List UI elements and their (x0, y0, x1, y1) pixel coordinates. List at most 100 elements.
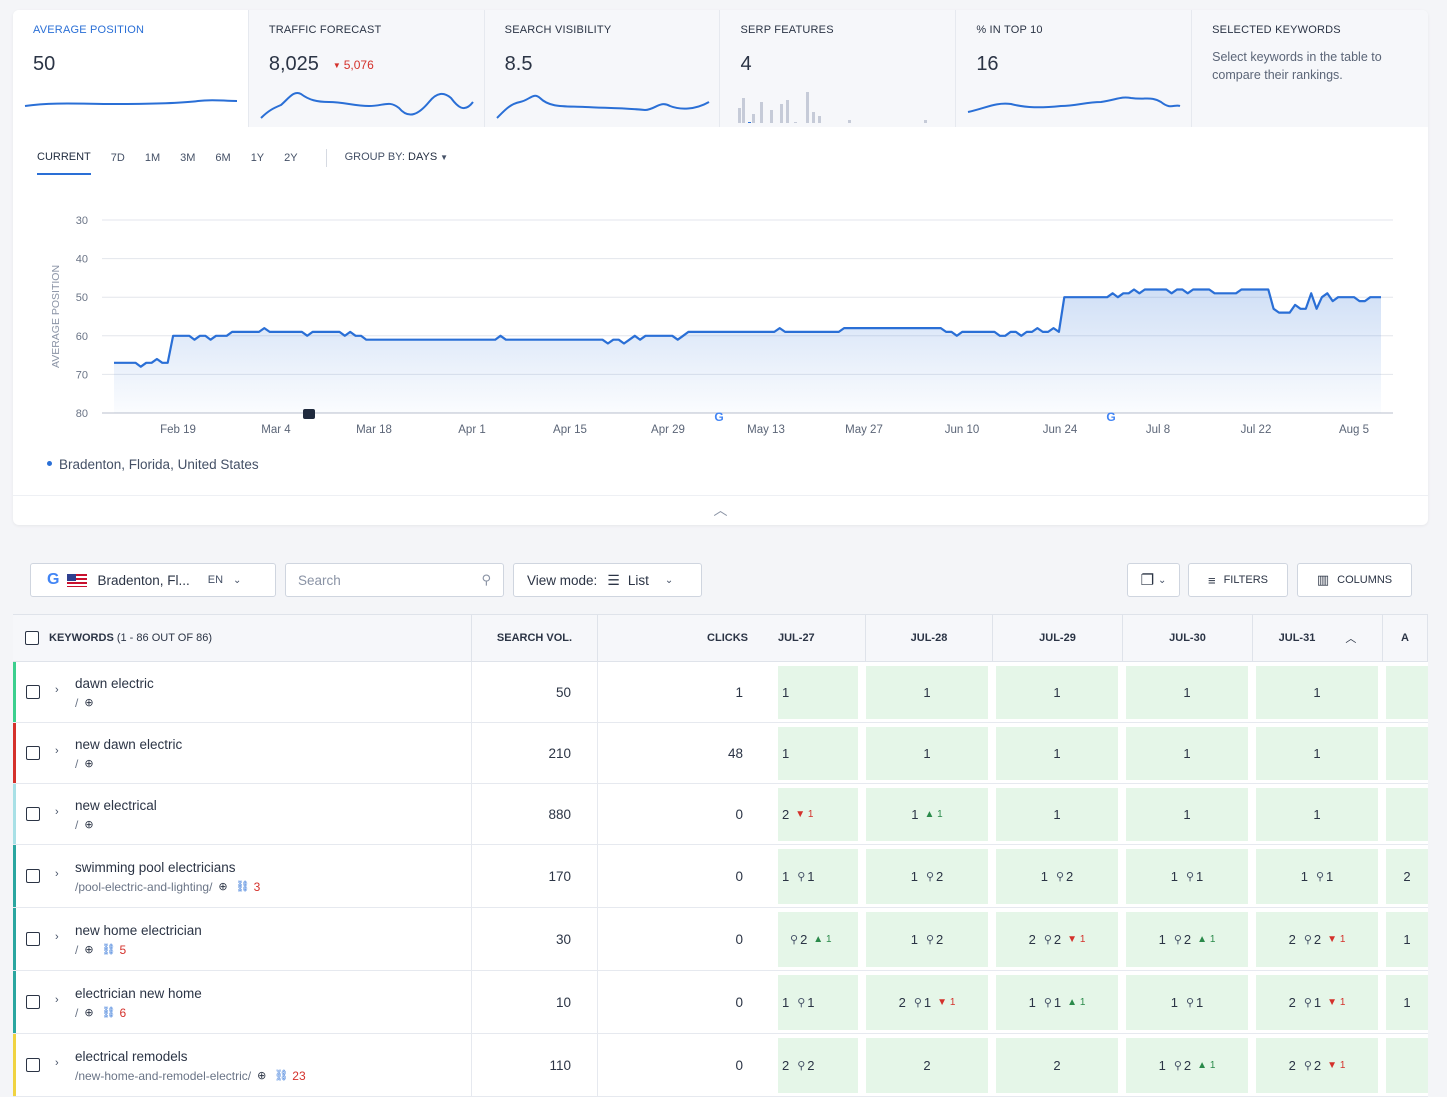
position-cell[interactable]: 1 (1386, 912, 1428, 967)
position-cell[interactable]: 2 ⚲ 2 (778, 1038, 858, 1093)
copy-button[interactable]: ❐ ⌄ (1127, 563, 1180, 597)
expand-chevron-icon[interactable]: › (55, 745, 59, 757)
view-mode-dropdown[interactable]: View mode: ☰ List ⌄ (513, 563, 702, 597)
zoom-icon[interactable]: ⊕ (84, 758, 94, 770)
position-cell[interactable] (1386, 666, 1428, 719)
table-row[interactable]: › electrical remodels/new-home-and-remode… (13, 1034, 1428, 1097)
row-checkbox[interactable] (26, 932, 40, 946)
url-text[interactable]: / (75, 817, 79, 832)
day-column-header[interactable]: JUL-28 (866, 615, 993, 661)
position-cell[interactable]: 1 (1386, 975, 1428, 1030)
position-cell[interactable] (1386, 1038, 1428, 1093)
keyword-name[interactable]: new electrical (75, 797, 157, 813)
range-current[interactable]: CURRENT (37, 151, 91, 175)
day-column-header[interactable]: A (1383, 615, 1428, 661)
range-6m[interactable]: 6M (215, 152, 231, 164)
day-column-header[interactable]: JUL-30 (1123, 615, 1253, 661)
range-2y[interactable]: 2Y (284, 152, 298, 164)
expand-chevron-icon[interactable]: › (55, 868, 59, 880)
table-row[interactable]: › new dawn electric / ⊕ 210 48 1 1 1 1 1 (13, 723, 1428, 784)
position-cell[interactable]: 1 (1126, 666, 1248, 719)
keyword-name[interactable]: electrical remodels (75, 1048, 188, 1064)
expand-chevron-icon[interactable]: › (55, 1057, 59, 1069)
table-row[interactable]: › new home electrician / ⊕ ⛓ 5 30 0 ⚲ 2 ▲ 1 1 ⚲ 2 2 ⚲ 2 ▼… (13, 908, 1428, 971)
search-volume-header[interactable]: SEARCH VOL. (472, 615, 598, 661)
day-column-header[interactable]: JUL-31 ︿ (1253, 615, 1383, 661)
metric-traffic-forecast[interactable]: TRAFFIC FORECAST 8,025 5,076 (248, 10, 485, 127)
position-cell[interactable]: 1 ⚲ 1 (1256, 849, 1378, 904)
position-cell[interactable]: 1 (1126, 788, 1248, 841)
position-cell[interactable]: 1 (996, 788, 1118, 841)
url-text[interactable]: /new-home-and-remodel-electric/ (75, 1068, 252, 1083)
position-cell[interactable]: 1 ⚲ 1 (1126, 975, 1248, 1030)
position-cell[interactable]: 1 (1256, 788, 1378, 841)
position-cell[interactable]: 1 ⚲ 1 (778, 849, 858, 904)
clicks-header[interactable]: CLICKS (707, 632, 748, 644)
position-cell[interactable]: 2 (866, 1038, 988, 1093)
table-row[interactable]: › dawn electric / ⊕ 50 1 1 1 1 1 1 (13, 662, 1428, 723)
range-1m[interactable]: 1M (144, 152, 161, 164)
zoom-icon[interactable]: ⊕ (84, 819, 94, 831)
group-by-dropdown[interactable]: GROUP BY: DAYS ▼ (345, 151, 448, 163)
position-cell[interactable]: 1 (778, 666, 858, 719)
position-cell[interactable]: 1 (996, 727, 1118, 780)
metric-serp-features[interactable]: SERP FEATURES 4 (720, 10, 957, 127)
expand-chevron-icon[interactable]: › (55, 684, 59, 696)
position-cell[interactable]: 1 ⚲ 1 (1126, 849, 1248, 904)
keyword-name[interactable]: electrician new home (75, 985, 202, 1001)
position-cell[interactable]: 2 ▼ 1 (778, 788, 858, 841)
url-text[interactable]: / (75, 942, 79, 957)
keywords-header-label[interactable]: KEYWORDS (49, 632, 114, 644)
range-1y[interactable]: 1Y (250, 152, 265, 164)
position-cell[interactable]: 1 (866, 666, 988, 719)
position-cell[interactable]: 1 (996, 666, 1118, 719)
position-cell[interactable]: 1 (1256, 727, 1378, 780)
position-cell[interactable]: 1 ⚲ 2 ▲ 1 (1126, 1038, 1248, 1093)
keyword-name[interactable]: new dawn electric (75, 736, 183, 752)
zoom-icon[interactable]: ⊕ (218, 881, 228, 893)
chart-legend-item[interactable]: Bradenton, Florida, United States (47, 457, 259, 472)
day-column-header[interactable]: JUL-29 (993, 615, 1123, 661)
sort-icon[interactable]: ︿ (1345, 633, 1357, 645)
position-cell[interactable]: 1 (866, 727, 988, 780)
range-3m[interactable]: 3M (180, 152, 196, 164)
keyword-name[interactable]: dawn electric (75, 675, 154, 691)
zoom-icon[interactable]: ⊕ (84, 697, 94, 709)
link-icon[interactable]: ⛓ (235, 881, 250, 893)
metric-search-visibility[interactable]: SEARCH VISIBILITY 8.5 (484, 10, 721, 127)
zoom-icon[interactable]: ⊕ (257, 1070, 267, 1082)
row-checkbox[interactable] (26, 746, 40, 760)
columns-button[interactable]: ▥ COLUMNS (1297, 563, 1412, 597)
table-row[interactable]: › swimming pool electricians/pool-electri… (13, 845, 1428, 908)
position-cell[interactable]: 1 ⚲ 2 (996, 849, 1118, 904)
position-cell[interactable]: 1 (1256, 666, 1378, 719)
filters-button[interactable]: ≡ FILTERS (1188, 563, 1288, 597)
row-checkbox[interactable] (26, 685, 40, 699)
row-checkbox[interactable] (26, 995, 40, 1009)
collapse-toggle[interactable]: ︿ (13, 495, 1428, 525)
url-text[interactable]: / (75, 1005, 79, 1020)
table-row[interactable]: › electrician new home / ⊕ ⛓ 6 10 0 1 ⚲ 1 2 ⚲ 1 ▼ 1 1 ⚲ 1… (13, 971, 1428, 1034)
position-cell[interactable]: 2 ⚲ 2 ▼ 1 (1256, 1038, 1378, 1093)
position-cell[interactable]: 2 ⚲ 1 ▼ 1 (1256, 975, 1378, 1030)
link-icon[interactable]: ⛓ (101, 944, 116, 956)
metric-average-position[interactable]: AVERAGE POSITION 50 (13, 10, 249, 127)
metric-in-top-10[interactable]: % IN TOP 10 16 (956, 10, 1193, 127)
position-cell[interactable]: 1 ⚲ 2 (866, 849, 988, 904)
range-7d[interactable]: 7D (110, 152, 125, 164)
position-cell[interactable]: 1 ⚲ 1 (778, 975, 858, 1030)
position-cell[interactable]: 2 (1386, 849, 1428, 904)
position-cell[interactable]: 1 ⚲ 1 ▲ 1 (996, 975, 1118, 1030)
position-cell[interactable]: 1 (778, 727, 858, 780)
link-icon[interactable]: ⛓ (274, 1070, 289, 1082)
position-cell[interactable] (1386, 788, 1428, 841)
location-selector[interactable]: G Bradenton, Fl... EN ⌄ (30, 563, 276, 597)
search-input[interactable]: Search ⚲ (285, 563, 504, 597)
url-text[interactable]: /pool-electric-and-lighting/ (75, 879, 213, 894)
row-checkbox[interactable] (26, 869, 40, 883)
position-cell[interactable]: 1 ⚲ 2 (866, 912, 988, 967)
position-cell[interactable]: ⚲ 2 ▲ 1 (778, 912, 858, 967)
position-cell[interactable]: 1 ⚲ 2 ▲ 1 (1126, 912, 1248, 967)
position-cell[interactable]: 2 ⚲ 2 ▼ 1 (996, 912, 1118, 967)
